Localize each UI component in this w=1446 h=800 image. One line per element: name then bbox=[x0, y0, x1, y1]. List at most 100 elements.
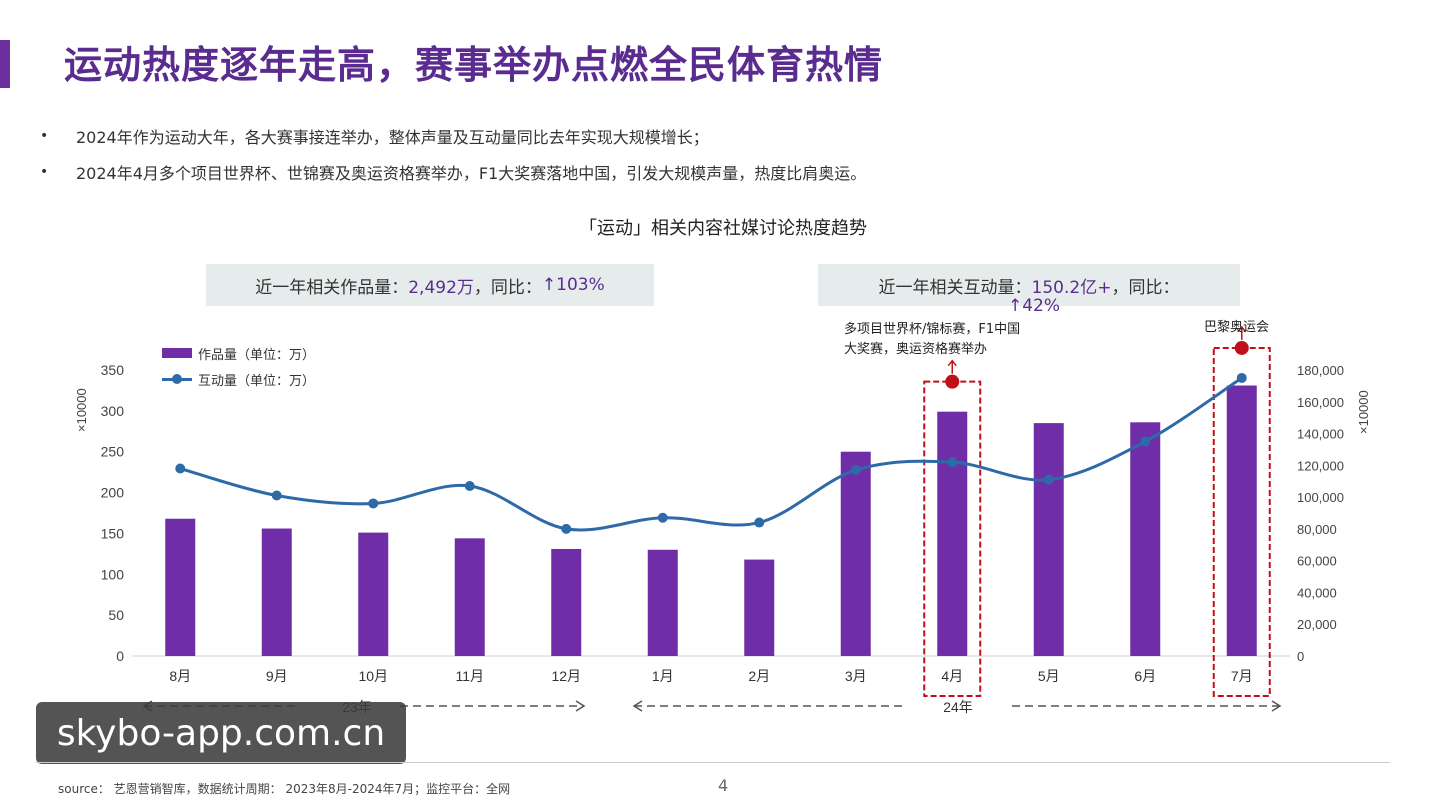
right-axis-tick-label: 40,000 bbox=[1297, 585, 1337, 600]
x-tick-label: 6月 bbox=[1134, 668, 1156, 684]
bullet-text: 2024年4月多个项目世界杯、世锦赛及奥运资格赛举办，F1大奖赛落地中国，引发大… bbox=[76, 164, 867, 183]
bar-8月 bbox=[165, 518, 196, 656]
kpi-interaction-label: 近一年相关互动量： bbox=[878, 277, 1032, 298]
left-axis-tick-label: 150 bbox=[101, 525, 125, 541]
kpi-interaction-yoy-label: ，同比： bbox=[1111, 277, 1180, 298]
source-note: source： 艺恩营销智库，数据统计周期： 2023年8月-2024年7月；监… bbox=[58, 782, 511, 796]
right-axis-tick-label: 80,000 bbox=[1297, 522, 1337, 537]
x-tick-label: 9月 bbox=[266, 668, 288, 684]
bar-2月 bbox=[744, 559, 775, 656]
legend-bar-swatch bbox=[162, 348, 192, 358]
chart-title: 「运动」相关内容社媒讨论热度趋势 bbox=[579, 218, 867, 239]
interaction-point-6月 bbox=[1140, 436, 1151, 447]
left-axis-tick-label: 250 bbox=[101, 444, 125, 460]
left-axis-tick-label: 300 bbox=[101, 403, 125, 419]
legend-label-works: 作品量（单位：万） bbox=[198, 347, 316, 363]
x-tick-label: 5月 bbox=[1038, 668, 1060, 684]
page-number: 4 bbox=[718, 776, 729, 795]
highlight-marker-7月 bbox=[1234, 340, 1249, 355]
title-accent-bar bbox=[0, 40, 10, 88]
right-axis-tick-label: 60,000 bbox=[1297, 554, 1337, 569]
bar-5月 bbox=[1033, 423, 1064, 656]
page-title: 运动热度逐年走高，赛事举办点燃全民体育热情 bbox=[64, 43, 884, 87]
interaction-point-12月 bbox=[561, 523, 572, 534]
right-axis-tick-label: 20,000 bbox=[1297, 617, 1337, 632]
bullet-dot: • bbox=[40, 164, 49, 180]
interaction-point-4月 bbox=[947, 457, 958, 468]
x-tick-label: 10月 bbox=[358, 668, 388, 684]
kpi-works-yoy-label: ，同比： bbox=[473, 277, 542, 298]
annotation-july: 巴黎奥运会 bbox=[1204, 320, 1270, 335]
annotation-april-line2: 大奖赛，奥运资格赛举办 bbox=[844, 342, 988, 357]
bar-4月 bbox=[937, 411, 968, 656]
chart-legend: 作品量（单位：万） 互动量（单位：万） bbox=[162, 340, 315, 392]
legend-label-interaction: 互动量（单位：万） bbox=[198, 373, 316, 389]
bar-11月 bbox=[454, 538, 485, 656]
interaction-line bbox=[179, 376, 1243, 532]
kpi-works-label: 近一年相关作品量： bbox=[255, 277, 409, 298]
left-axis-tick-label: 200 bbox=[101, 485, 125, 501]
bar-12月 bbox=[551, 548, 582, 656]
left-axis-tick-label: 100 bbox=[101, 566, 125, 582]
footer-divider bbox=[36, 762, 1390, 763]
interaction-point-10月 bbox=[368, 498, 379, 509]
interaction-point-7月 bbox=[1236, 372, 1247, 383]
bar-1月 bbox=[647, 549, 678, 656]
kpi-works-yoy: ↑103% bbox=[541, 275, 605, 295]
bar-10月 bbox=[358, 532, 389, 656]
x-tick-label: 11月 bbox=[455, 668, 484, 684]
left-axis-tick-label: 0 bbox=[116, 648, 124, 664]
x-tick-label: 7月 bbox=[1231, 668, 1253, 684]
year-2024-arrow-right-head-right bbox=[1271, 700, 1282, 712]
bullet-list: • 2024年作为运动大年，各大赛事接连举办，整体声量及互动量同比去年实现大规模… bbox=[40, 118, 866, 190]
right-axis-tick-label: 140,000 bbox=[1297, 427, 1344, 442]
bar-7月 bbox=[1226, 385, 1257, 656]
x-tick-label: 8月 bbox=[169, 668, 191, 684]
bar-6月 bbox=[1130, 422, 1161, 656]
legend-line-swatch bbox=[162, 374, 192, 384]
right-axis-tick-label: 160,000 bbox=[1297, 395, 1344, 410]
interaction-point-3月 bbox=[850, 465, 861, 476]
highlight-arrowhead-4月 bbox=[947, 359, 957, 367]
x-tick-label: 4月 bbox=[941, 668, 963, 684]
year-label-2024: 24年 bbox=[943, 699, 973, 715]
bullet-item: • 2024年4月多个项目世界杯、世锦赛及奥运资格赛举办，F1大奖赛落地中国，引… bbox=[40, 154, 866, 190]
x-tick-label: 1月 bbox=[652, 668, 674, 684]
right-axis-tick-label: 100,000 bbox=[1297, 490, 1344, 505]
x-tick-label: 3月 bbox=[845, 668, 867, 684]
kpi-interaction-value: 150.2亿+ bbox=[1031, 277, 1112, 298]
right-axis-tick-label: 180,000 bbox=[1297, 363, 1344, 378]
interaction-point-11月 bbox=[464, 480, 475, 491]
kpi-interaction-box: 近一年相关互动量： 150.2亿+ ，同比： bbox=[818, 264, 1240, 306]
highlight-arrowhead-7月 bbox=[1237, 325, 1247, 333]
bullet-text: 2024年作为运动大年，各大赛事接连举办，整体声量及互动量同比去年实现大规模增长… bbox=[76, 128, 709, 147]
kpi-works-box: 近一年相关作品量： 2,492万 ，同比： ↑103% bbox=[206, 264, 654, 306]
kpi-interaction-yoy: ↑42% bbox=[1008, 296, 1061, 316]
left-axis-tick-label: 350 bbox=[101, 362, 125, 378]
left-axis-multiplier: ×10000 bbox=[74, 388, 89, 432]
highlight-marker-4月 bbox=[945, 374, 960, 389]
right-axis-multiplier: ×10000 bbox=[1356, 390, 1371, 434]
kpi-works-value: 2,492万 bbox=[408, 277, 474, 298]
legend-item-works: 作品量（单位：万） bbox=[162, 340, 315, 366]
interaction-point-1月 bbox=[657, 512, 668, 523]
legend-item-interaction: 互动量（单位：万） bbox=[162, 366, 315, 392]
left-axis-tick-label: 50 bbox=[108, 607, 124, 623]
bar-3月 bbox=[840, 451, 871, 656]
bullet-dot: • bbox=[40, 128, 49, 144]
right-axis-tick-label: 120,000 bbox=[1297, 458, 1344, 473]
interaction-point-5月 bbox=[1043, 474, 1054, 485]
annotation-april: 多项目世界杯/锦标赛，F1中国 大奖赛，奥运资格赛举办 bbox=[844, 320, 1064, 360]
year-2023-arrow-right-head-right bbox=[575, 700, 586, 712]
year-2024-arrow-left-head-left bbox=[632, 700, 643, 712]
interaction-point-2月 bbox=[754, 517, 765, 528]
bar-9月 bbox=[261, 528, 292, 656]
interaction-point-8月 bbox=[175, 463, 186, 474]
interaction-point-9月 bbox=[271, 490, 282, 501]
annotation-april-line1: 多项目世界杯/锦标赛，F1中国 bbox=[844, 322, 1021, 337]
bullet-item: • 2024年作为运动大年，各大赛事接连举办，整体声量及互动量同比去年实现大规模… bbox=[40, 118, 866, 154]
x-tick-label: 2月 bbox=[748, 668, 770, 684]
watermark: skybo-app.com.cn bbox=[36, 702, 406, 764]
right-axis-tick-label: 0 bbox=[1297, 649, 1304, 664]
